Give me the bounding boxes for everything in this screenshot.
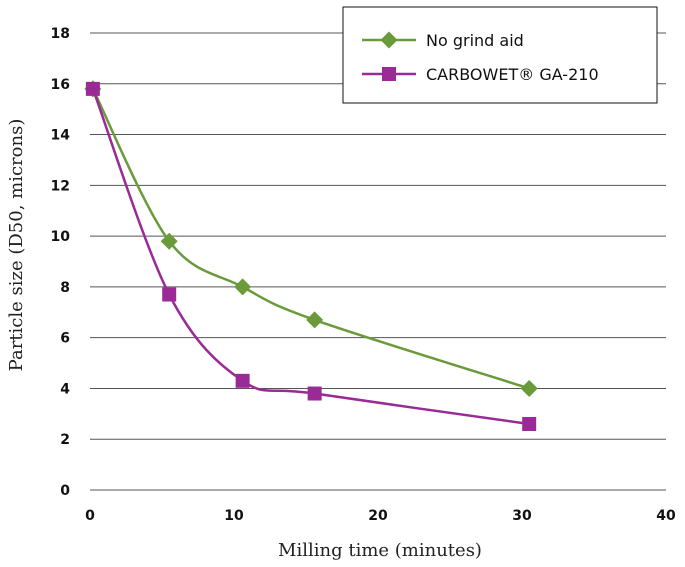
y-tick-labels: 0 2 4 6 8 10 12 14 16 18 (51, 26, 71, 499)
square-marker (522, 416, 537, 431)
y-tick-label: 2 (60, 432, 70, 448)
x-tick-label: 0 (85, 508, 95, 524)
legend-box (342, 6, 658, 104)
x-tick-label: 30 (512, 508, 532, 524)
legend-label: No grind aid (426, 31, 524, 50)
diamond-marker (520, 379, 538, 397)
x-axis-title: Milling time (minutes) (278, 540, 482, 561)
square-marker (235, 373, 250, 388)
x-tick-label: 40 (656, 508, 676, 524)
y-tick-label: 6 (60, 331, 70, 347)
diamond-marker (234, 278, 252, 296)
y-tick-label: 8 (60, 280, 70, 296)
x-tick-label: 20 (368, 508, 388, 524)
series-lines (91, 88, 530, 426)
series-line-2 (91, 88, 530, 426)
y-tick-label: 0 (60, 483, 70, 499)
legend: No grind aid CARBOWET® GA-210 (342, 6, 658, 104)
y-axis-title: Particle size (D50, microns) (6, 119, 27, 372)
x-tick-labels: 0 10 20 30 40 (85, 508, 676, 524)
series-markers (84, 80, 538, 431)
y-tick-label: 16 (51, 77, 70, 93)
y-tick-label: 4 (60, 381, 70, 397)
x-tick-label: 10 (224, 508, 244, 524)
square-marker (85, 81, 100, 96)
y-tick-label: 18 (51, 26, 70, 42)
legend-label: CARBOWET® GA-210 (426, 65, 599, 84)
diamond-marker (306, 311, 324, 329)
legend-square-icon (382, 67, 396, 81)
legend-diamond-icon (380, 31, 398, 49)
y-tick-label: 10 (51, 229, 71, 245)
square-marker (162, 287, 177, 302)
diamond-marker (160, 232, 178, 250)
square-marker (307, 386, 322, 401)
series-line-1 (91, 88, 530, 390)
y-tick-label: 14 (51, 128, 71, 144)
y-tick-label: 12 (51, 178, 70, 194)
